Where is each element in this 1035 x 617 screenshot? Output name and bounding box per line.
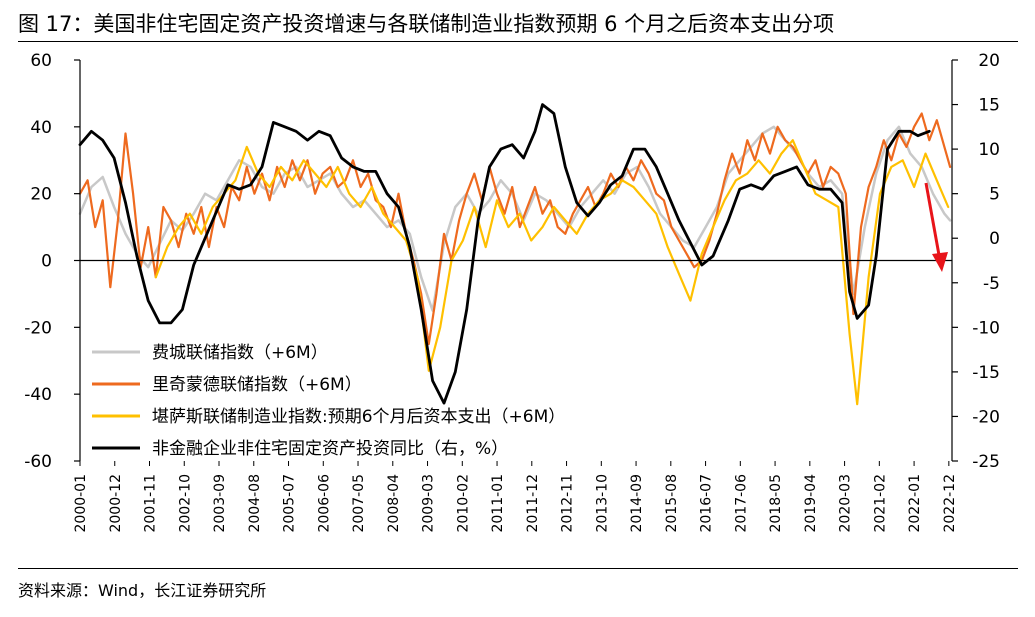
x-tick-label: 2021-02 (872, 474, 888, 533)
series-line-3 (154, 139, 950, 406)
x-tick-label: 2022-12 (942, 474, 958, 533)
figure-source: 资料来源：Wind，长江证券研究所 (18, 581, 267, 600)
legend-label: 非金融企业非住宅固定资产投资同比（右，%） (152, 439, 508, 459)
figure-title: 图 17：美国非住宅固定资产投资增速与各联储制造业指数预期 6 个月之后资本支出… (18, 12, 835, 36)
x-tick-label: 2007-05 (351, 474, 367, 533)
x-tick-label: 2000-12 (108, 474, 124, 533)
x-axis-ticks: 2000-01 2000-12 2001-11 2002-10 2003-09 2004-… (73, 461, 958, 533)
right-tick-label: -25 (972, 452, 1000, 472)
x-tick-label: 2006-06 (316, 474, 332, 533)
right-tick-label: -5 (983, 274, 1000, 294)
x-tick-label: 2001-11 (143, 474, 159, 533)
x-tick-label: 2018-05 (768, 474, 784, 533)
x-tick-label: 2017-06 (733, 474, 749, 533)
right-tick-label: -10 (972, 318, 1000, 338)
x-tick-label: 2013-10 (594, 474, 610, 533)
source-divider (18, 568, 1018, 569)
left-tick-label: 60 (30, 51, 52, 71)
right-axis-ticks: 20 15 10 5 0 -5 -10 -15 -20 -25 (952, 51, 1000, 472)
x-tick-label: 2015-08 (664, 474, 680, 533)
left-tick-label: 0 (41, 252, 52, 272)
left-tick-label: 20 (30, 185, 52, 205)
trend-arrow-head (932, 252, 948, 272)
x-tick-label: 2004-08 (247, 474, 263, 533)
x-tick-label: 2014-09 (629, 474, 645, 533)
series-layer (78, 103, 952, 406)
right-tick-label: 20 (978, 51, 1000, 71)
right-tick-label: 10 (978, 140, 1000, 160)
trend-arrow (924, 182, 948, 272)
left-tick-label: -40 (24, 385, 52, 405)
x-tick-label: 2008-04 (386, 474, 402, 533)
left-axis-ticks: 60 40 20 0 -20 -40 -60 (24, 51, 80, 472)
left-tick-label: -60 (24, 452, 52, 472)
x-tick-label: 2011-12 (525, 474, 541, 533)
x-tick-label: 2019-04 (803, 474, 819, 533)
legend-label: 费城联储指数（+6M） (152, 343, 328, 363)
x-tick-label: 2016-07 (699, 474, 715, 533)
x-tick-label: 2011-01 (490, 474, 506, 533)
x-tick-label: 2010-02 (455, 474, 471, 533)
title-divider (18, 41, 1018, 42)
x-tick-label: 2002-10 (177, 474, 193, 533)
series-line-4 (78, 103, 931, 405)
right-tick-label: 5 (989, 185, 1000, 205)
right-tick-label: 15 (978, 96, 1000, 116)
x-tick-label: 2003-09 (212, 474, 228, 533)
left-tick-label: -20 (24, 318, 52, 338)
x-tick-label: 2022-01 (907, 474, 923, 533)
legend-label: 堪萨斯联储制造业指数:预期6个月后资本支出（+6M） (152, 407, 565, 427)
legend: 费城联储指数（+6M） 里奇蒙德联储指数（+6M） 堪萨斯联储制造业指数:预期6个月… (92, 343, 565, 459)
legend-label: 里奇蒙德联储指数（+6M） (152, 375, 362, 395)
trend-arrow-shaft (924, 182, 941, 256)
right-tick-label: 0 (989, 229, 1000, 249)
right-tick-label: -20 (972, 407, 1000, 427)
x-tick-label: 2009-03 (421, 474, 437, 533)
x-tick-label: 2020-03 (838, 474, 854, 533)
left-tick-label: 40 (30, 118, 52, 138)
right-tick-label: -15 (972, 363, 1000, 383)
x-tick-label: 2000-01 (73, 474, 89, 533)
series-line-1 (78, 125, 952, 312)
x-tick-label: 2012-11 (560, 474, 576, 533)
x-tick-label: 2005-07 (282, 474, 298, 533)
